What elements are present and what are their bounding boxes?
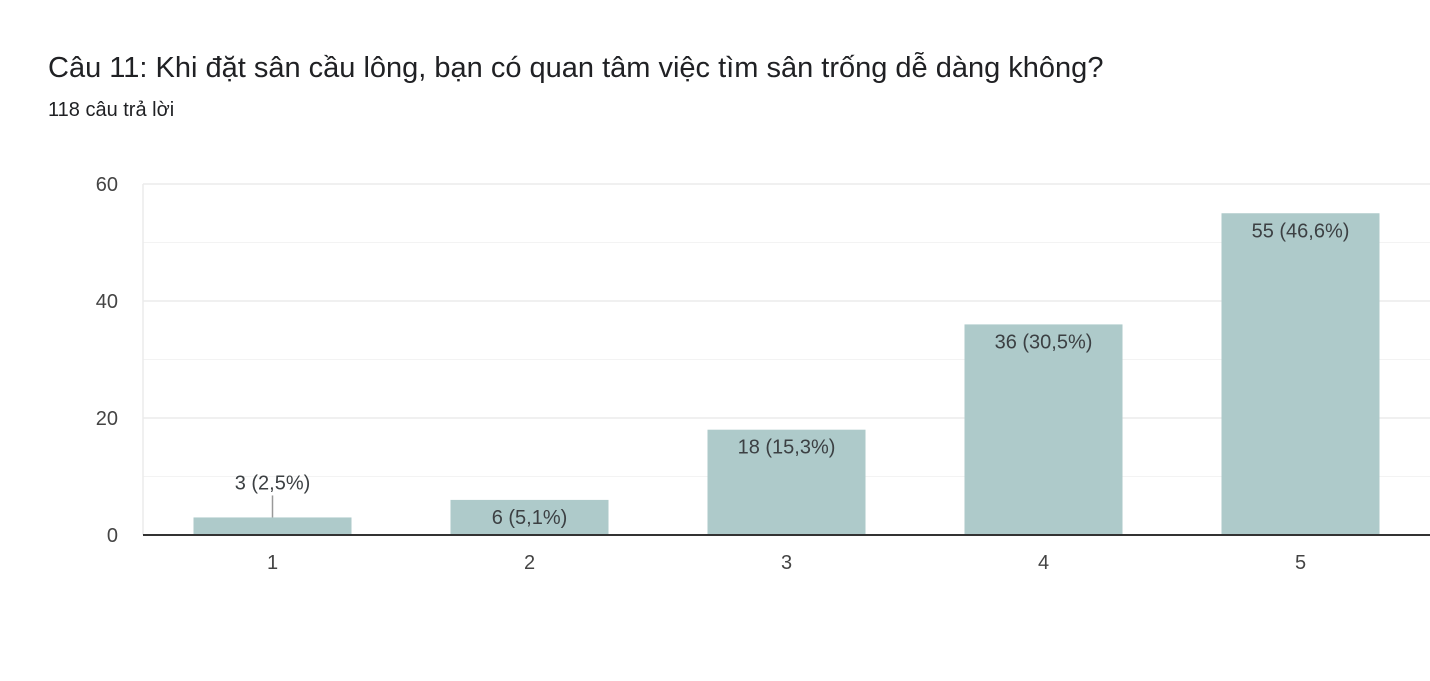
question-title: Câu 11: Khi đặt sân cầu lông, bạn có qua… bbox=[48, 52, 1104, 84]
data-label: 36 (30,5%) bbox=[995, 331, 1093, 353]
bar bbox=[193, 517, 352, 535]
x-tick-label: 1 bbox=[267, 552, 278, 574]
x-tick-label: 3 bbox=[781, 552, 792, 574]
data-label: 3 (2,5%) bbox=[235, 472, 311, 494]
y-tick-label: 20 bbox=[96, 408, 118, 430]
x-tick-label: 4 bbox=[1038, 552, 1049, 574]
data-labels: 3 (2,5%) 6 (5,1%) 18 (15,3%) 36 (30,5%) 55 (… bbox=[235, 220, 1350, 529]
bar bbox=[964, 324, 1123, 535]
data-label: 55 (46,6%) bbox=[1252, 220, 1350, 242]
bar bbox=[707, 429, 866, 535]
bar bbox=[450, 499, 609, 535]
x-tick-label: 2 bbox=[524, 552, 535, 574]
x-tick-label: 5 bbox=[1295, 552, 1306, 574]
y-tick-label: 40 bbox=[96, 291, 118, 313]
y-axis: 0 20 40 60 bbox=[96, 174, 118, 547]
x-axis: 1 2 3 4 5 bbox=[143, 534, 1430, 574]
bars bbox=[193, 213, 1380, 535]
y-tick-label: 60 bbox=[96, 174, 118, 196]
data-label: 18 (15,3%) bbox=[738, 437, 836, 459]
bar bbox=[1221, 213, 1380, 535]
response-count: 118 câu trả lời bbox=[48, 99, 175, 121]
y-tick-label: 0 bbox=[107, 525, 118, 547]
data-label: 6 (5,1%) bbox=[492, 507, 568, 529]
